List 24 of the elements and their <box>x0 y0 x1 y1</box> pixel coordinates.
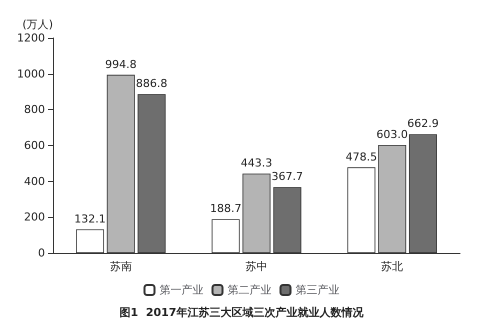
y-tick-label: 600 <box>24 139 45 152</box>
y-axis-title: (万人) <box>22 18 53 31</box>
y-tick-label: 200 <box>24 210 45 224</box>
y-tick-label: 400 <box>24 174 45 188</box>
legend-label: 第二产业 <box>228 284 272 296</box>
legend-label: 第三产业 <box>296 284 340 296</box>
x-tick-label: 苏中 <box>246 260 268 273</box>
legend-label: 第一产业 <box>160 284 204 296</box>
text: 886.8 <box>136 77 168 90</box>
text: 443.3 <box>240 156 272 170</box>
x-tick-label: 苏北 <box>381 260 404 273</box>
y-tick-label: 1000 <box>17 67 45 80</box>
text: 132.1 <box>74 212 106 226</box>
text: 994.8 <box>105 58 137 71</box>
text: 图1 2017年江苏三大区域三次产业就业人数情况 <box>120 306 364 319</box>
text: 367.7 <box>272 170 304 184</box>
y-tick-label: 1200 <box>17 32 45 44</box>
text: 662.9 <box>407 117 439 130</box>
y-tick-label: 800 <box>24 103 45 116</box>
x-tick-label: 苏南 <box>110 260 132 273</box>
text: 188.7 <box>210 202 242 216</box>
text: 603.0 <box>376 128 408 141</box>
text: 478.5 <box>346 150 378 164</box>
y-tick-label: 0 <box>38 246 45 260</box>
